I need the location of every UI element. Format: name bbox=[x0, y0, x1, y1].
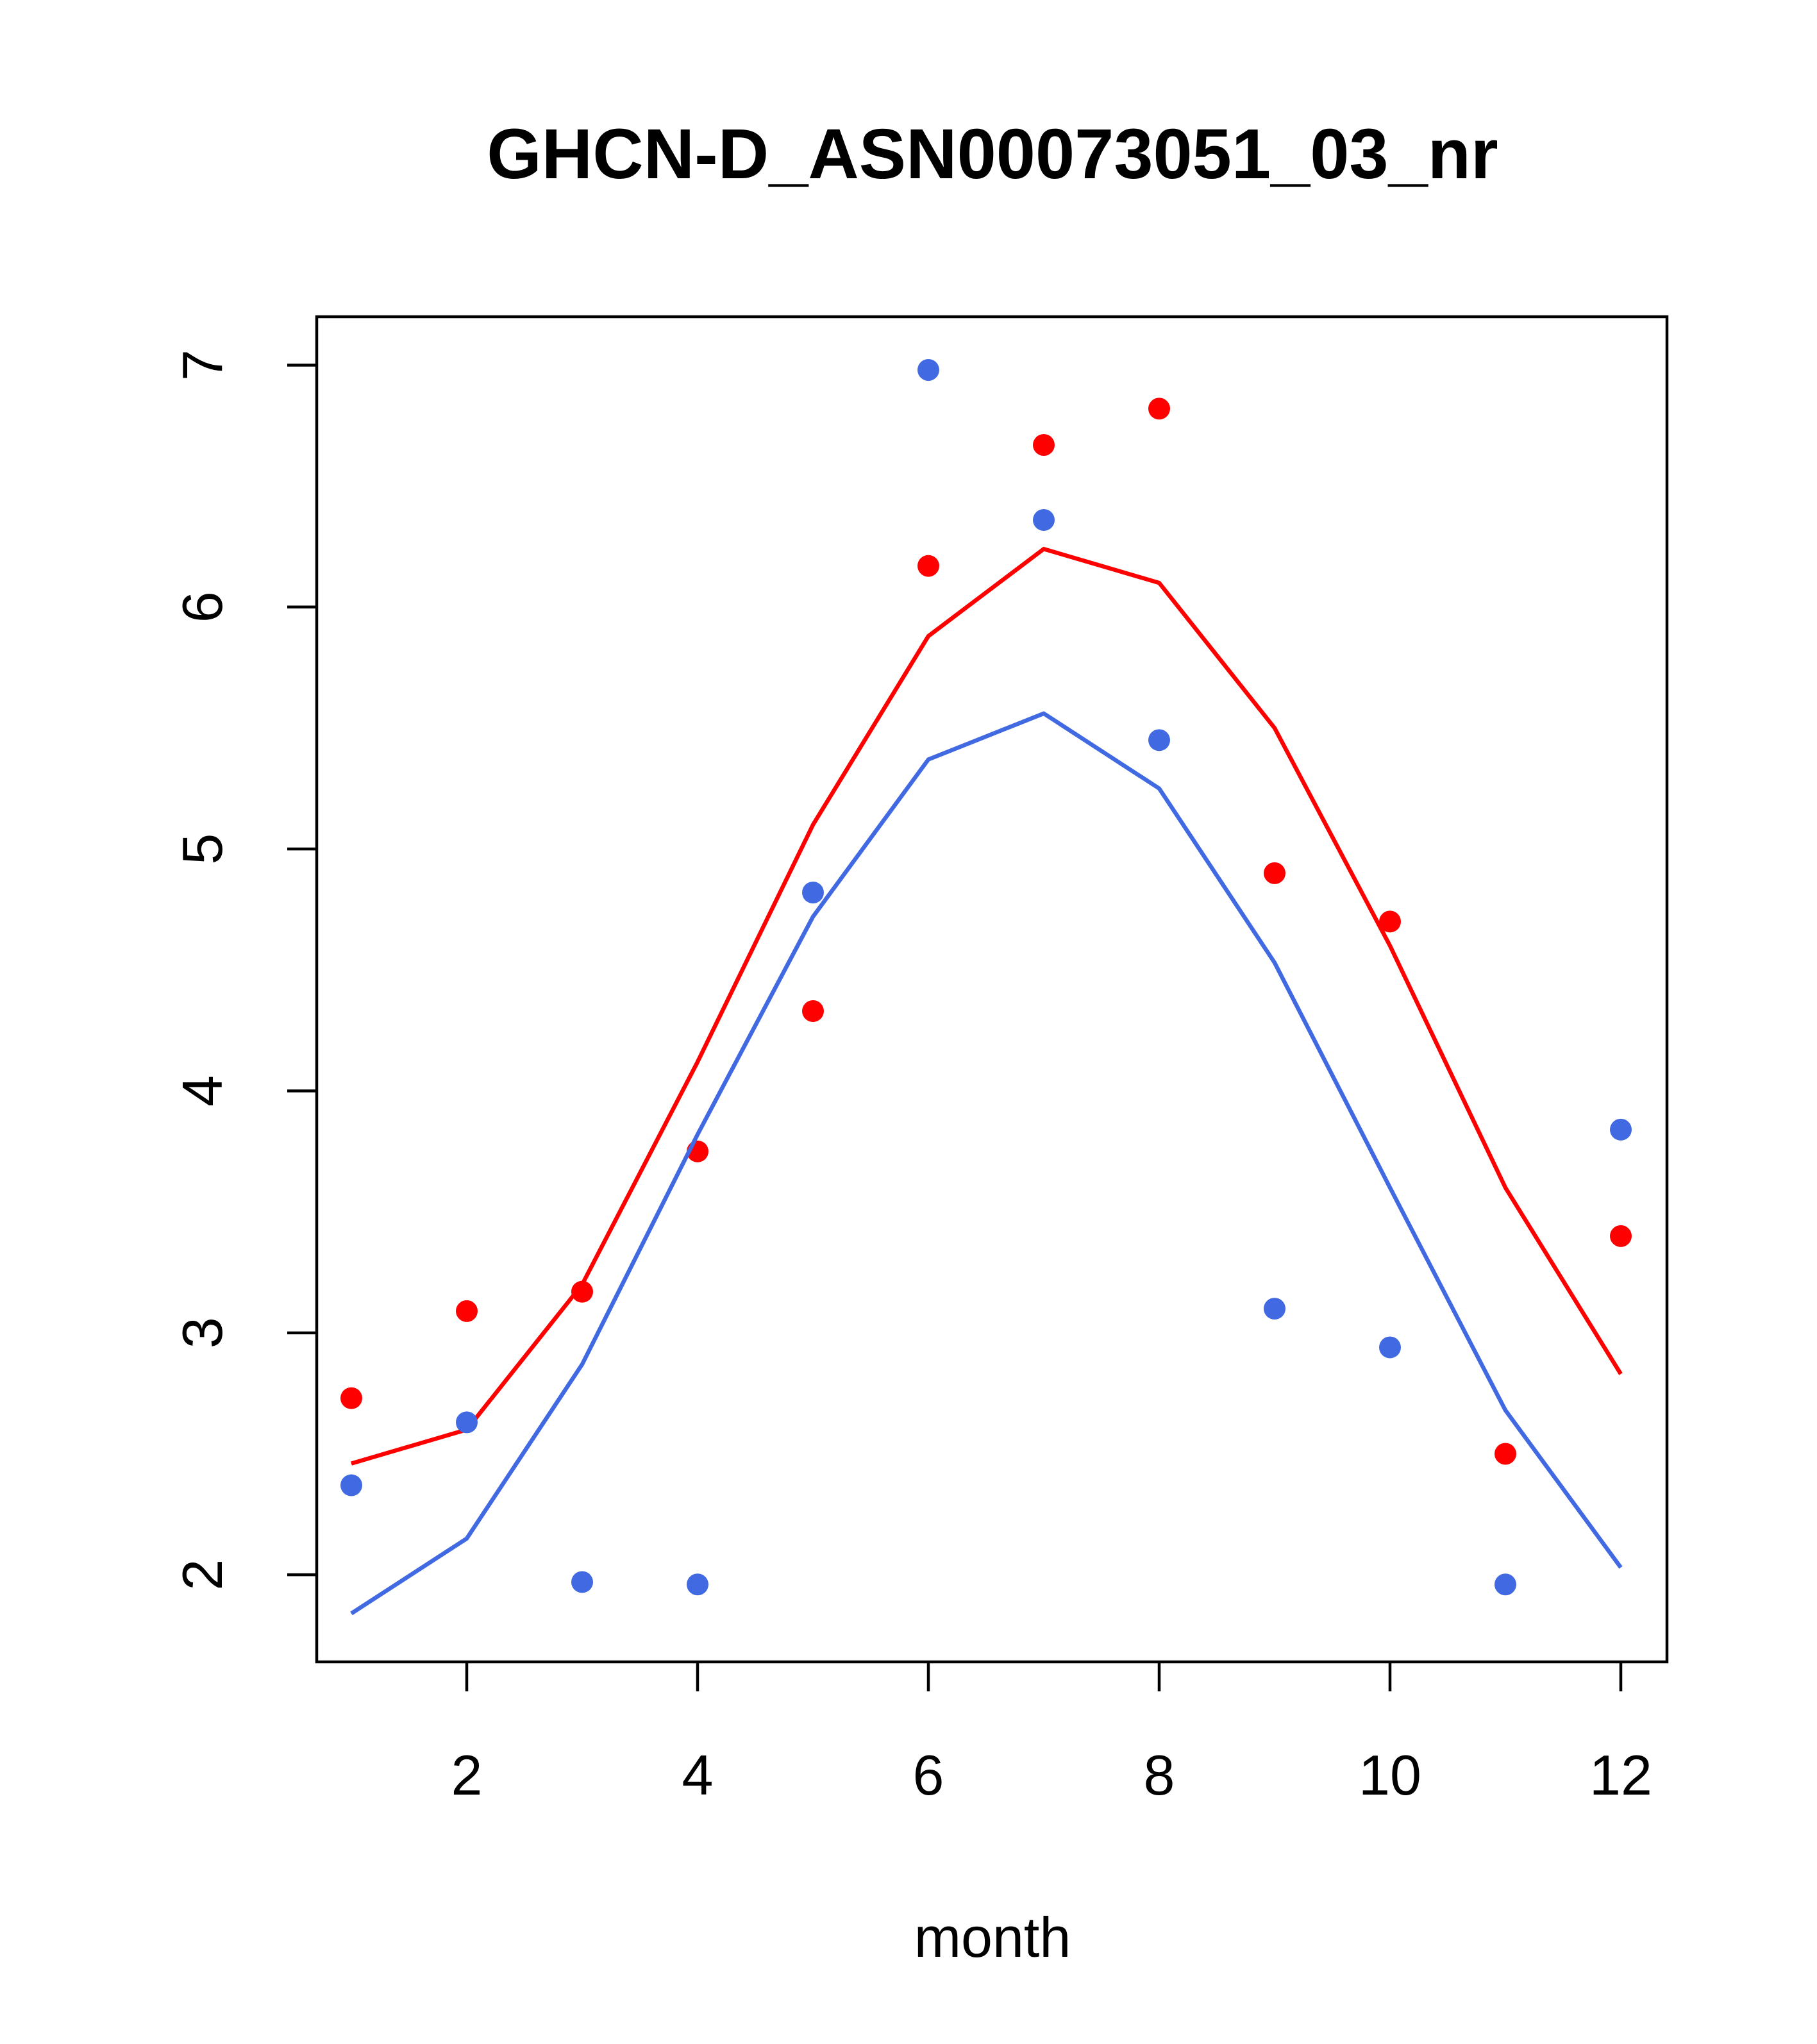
x-tick-label: 8 bbox=[1144, 1743, 1175, 1807]
x-axis: 2 4 6 8 10 12 bbox=[451, 1662, 1652, 1807]
series-2-line bbox=[350, 711, 1623, 1616]
x-axis-label: month bbox=[914, 1906, 1071, 1969]
x-tick-label: 4 bbox=[682, 1743, 714, 1807]
series-2-point bbox=[1610, 1118, 1632, 1141]
series-2-point bbox=[1495, 1573, 1516, 1596]
x-tick-label: 12 bbox=[1589, 1743, 1652, 1807]
series-1-point bbox=[1495, 1443, 1516, 1465]
series-1-point bbox=[1379, 910, 1401, 933]
series-2-point bbox=[571, 1571, 593, 1593]
series-layer bbox=[340, 359, 1632, 1616]
series-2-point bbox=[687, 1573, 708, 1596]
series-1-point bbox=[1610, 1225, 1632, 1247]
series-2-point bbox=[1148, 729, 1170, 751]
series-1-line bbox=[351, 546, 1623, 1466]
chart-title: GHCN-D_ASN00073051_03_nr bbox=[487, 115, 1498, 194]
x-tick-label: 6 bbox=[913, 1743, 944, 1807]
plot-frame bbox=[315, 315, 1669, 1664]
y-tick-label: 5 bbox=[171, 834, 234, 865]
series-2-point bbox=[1379, 1336, 1401, 1359]
series-2-point bbox=[1033, 508, 1055, 531]
series-2 bbox=[340, 359, 1632, 1616]
y-tick-label: 4 bbox=[171, 1075, 234, 1107]
y-tick-label: 7 bbox=[171, 349, 234, 381]
series-2-point bbox=[456, 1411, 478, 1434]
series-1-point bbox=[917, 555, 939, 577]
y-tick-label: 6 bbox=[171, 591, 234, 623]
series-1-point bbox=[340, 1387, 362, 1409]
series-2-point bbox=[1264, 1298, 1285, 1320]
series-1-point bbox=[1264, 862, 1285, 884]
series-1-point bbox=[802, 1000, 824, 1022]
series-1-point bbox=[1033, 433, 1055, 456]
y-axis: 2 3 4 5 6 7 bbox=[171, 349, 317, 1591]
series-2-point bbox=[802, 882, 824, 904]
series-1 bbox=[340, 398, 1632, 1466]
y-tick-label: 2 bbox=[171, 1559, 234, 1591]
y-tick-label: 3 bbox=[171, 1317, 234, 1348]
series-2-point bbox=[340, 1474, 362, 1496]
series-1-point bbox=[571, 1280, 593, 1303]
x-tick-label: 10 bbox=[1359, 1743, 1421, 1807]
series-2-point bbox=[917, 359, 939, 381]
series-1-point bbox=[456, 1300, 478, 1322]
series-1-point bbox=[1148, 398, 1170, 420]
x-tick-label: 2 bbox=[451, 1743, 483, 1807]
